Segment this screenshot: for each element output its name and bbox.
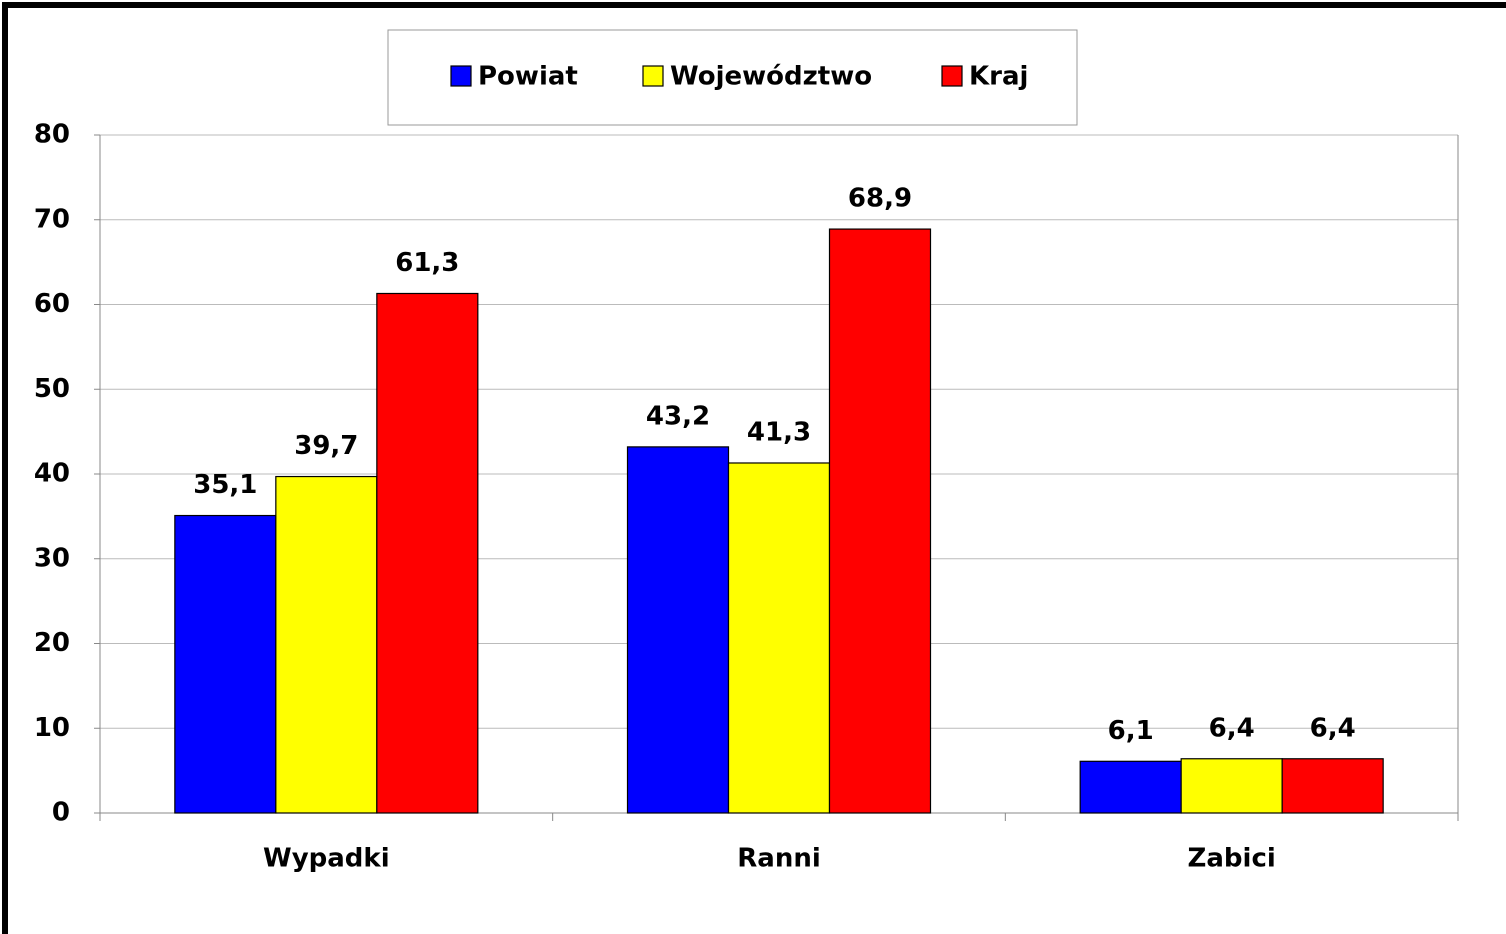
bar (727, 462, 831, 814)
bar (1079, 760, 1182, 814)
bar (828, 228, 932, 814)
data-label: 35,1 (193, 470, 257, 500)
x-tick-label: Zabici (1188, 844, 1276, 874)
legend-swatch (450, 65, 472, 87)
x-tick-label: Wypadki (263, 844, 390, 874)
y-tick-label: 30 (34, 543, 70, 573)
y-tick-label: 50 (34, 374, 70, 404)
y-tick-label: 20 (34, 628, 70, 658)
bar (1281, 758, 1384, 814)
data-label: 6,4 (1209, 713, 1255, 743)
x-tick-label: Ranni (737, 844, 821, 874)
bar (174, 514, 277, 814)
legend-label: Kraj (969, 62, 1028, 92)
legend-swatch (642, 65, 664, 87)
bar (376, 292, 479, 814)
legend-label: Województwo (670, 62, 872, 92)
y-tick-label: 40 (34, 459, 70, 489)
y-tick-label: 70 (34, 204, 70, 234)
data-label: 39,7 (294, 431, 358, 461)
data-label: 68,9 (848, 184, 912, 214)
bar (626, 446, 730, 814)
data-label: 41,3 (747, 417, 811, 447)
legend-label: Powiat (478, 62, 578, 92)
data-label: 6,4 (1310, 713, 1356, 743)
y-tick-label: 60 (34, 289, 70, 319)
bar (275, 475, 378, 814)
data-label: 6,1 (1108, 716, 1154, 746)
data-label: 43,2 (646, 401, 710, 431)
y-tick-label: 0 (52, 798, 70, 828)
bar (1180, 758, 1283, 814)
y-tick-label: 80 (34, 120, 70, 150)
y-tick-label: 10 (34, 713, 70, 743)
legend-swatch (941, 65, 963, 87)
data-label: 61,3 (395, 248, 459, 278)
